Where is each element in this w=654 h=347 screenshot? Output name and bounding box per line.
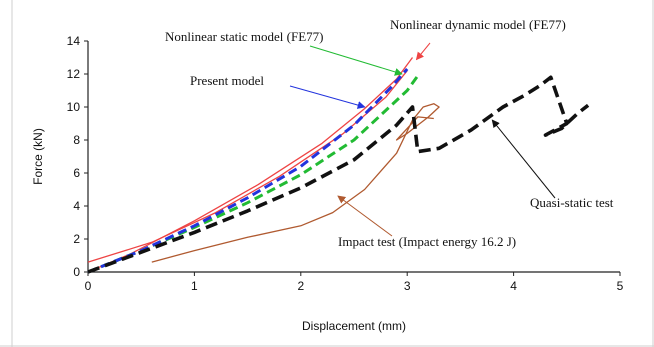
annotation-label-0: Nonlinear dynamic model (FE77) xyxy=(390,17,566,32)
y-tick-label: 6 xyxy=(73,166,80,180)
y-tick-label: 12 xyxy=(67,67,81,81)
x-tick-label: 3 xyxy=(404,279,411,293)
x-tick-label: 5 xyxy=(617,279,624,293)
series-line-2 xyxy=(87,74,420,274)
x-tick-label: 1 xyxy=(191,279,198,293)
annotation-arrow-2 xyxy=(289,85,366,109)
y-tick-label: 0 xyxy=(73,265,80,279)
annotation-label-1: Nonlinear static model (FE77) xyxy=(165,29,324,44)
x-tick-label: 2 xyxy=(297,279,304,293)
annotation-arrow-0 xyxy=(415,42,431,61)
y-tick-label: 2 xyxy=(73,232,80,246)
y-tick-label: 10 xyxy=(67,100,81,114)
x-tick-label: 4 xyxy=(510,279,517,293)
series-line-5 xyxy=(151,103,440,263)
y-tick-label: 8 xyxy=(73,133,80,147)
y-tick-label: 14 xyxy=(67,34,81,48)
y-axis-title: Force (kN) xyxy=(31,128,45,185)
annotation-arrow-3 xyxy=(491,119,556,199)
annotation-label-4: Impact test (Impact energy 16.2 J) xyxy=(338,234,516,249)
x-axis-title: Displacement (mm) xyxy=(302,319,406,333)
annotation-layer: Nonlinear dynamic model (FE77) Nonlinear … xyxy=(165,17,614,249)
x-tick-label: 0 xyxy=(85,279,92,293)
series-line-0 xyxy=(87,57,414,273)
annotation-arrow-4 xyxy=(337,195,393,237)
series-line-4 xyxy=(87,75,590,274)
annotation-label-3: Quasi-static test xyxy=(530,195,614,210)
annotation-arrow-1 xyxy=(309,45,403,76)
series-layer xyxy=(87,57,590,274)
y-tick-label: 4 xyxy=(73,199,80,213)
annotation-label-2: Present model xyxy=(190,73,264,88)
series-line-1 xyxy=(87,70,408,263)
